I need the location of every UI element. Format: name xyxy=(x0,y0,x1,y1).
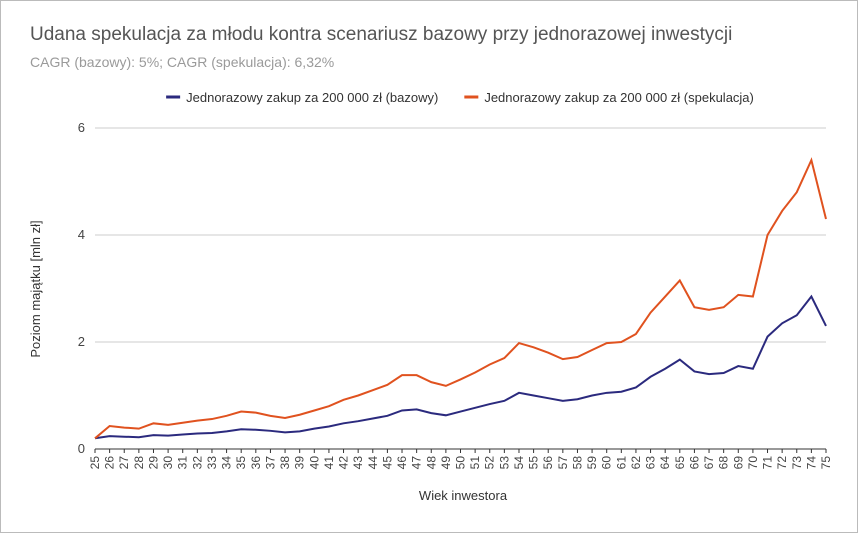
x-tick-label: 70 xyxy=(746,456,760,470)
x-tick-label: 36 xyxy=(249,456,263,470)
x-tick-label: 71 xyxy=(761,456,775,470)
x-tick-label: 35 xyxy=(234,456,248,470)
x-tick-label: 75 xyxy=(819,456,833,470)
x-tick-label: 68 xyxy=(717,456,731,470)
chart-title: Udana spekulacja za młodu kontra scenari… xyxy=(30,24,732,45)
x-tick-label: 43 xyxy=(351,456,365,470)
x-tick-label: 74 xyxy=(804,456,818,470)
x-tick-label: 47 xyxy=(410,456,424,470)
x-tick-label: 55 xyxy=(527,456,541,470)
legend-label: Jednorazowy zakup za 200 000 zł (spekula… xyxy=(484,90,754,105)
x-tick-label: 32 xyxy=(190,456,204,470)
x-tick-label: 61 xyxy=(614,456,628,470)
x-tick-label: 54 xyxy=(512,456,526,470)
y-tick-label: 6 xyxy=(78,120,85,135)
x-tick-label: 53 xyxy=(497,456,511,470)
x-tick-label: 48 xyxy=(424,456,438,470)
x-tick-label: 73 xyxy=(790,456,804,470)
series-line xyxy=(94,157,827,440)
y-tick-label: 2 xyxy=(78,334,85,349)
legend-label: Jednorazowy zakup za 200 000 zł (bazowy) xyxy=(186,90,438,105)
x-tick-label: 25 xyxy=(88,456,102,470)
x-tick-label: 33 xyxy=(205,456,219,470)
x-tick-label: 49 xyxy=(439,456,453,470)
x-tick-label: 46 xyxy=(395,456,409,470)
x-tick-label: 57 xyxy=(556,456,570,470)
x-tick-label: 64 xyxy=(658,456,672,470)
series-line xyxy=(94,294,827,440)
x-axis-title: Wiek inwestora xyxy=(419,488,508,503)
x-tick-label: 62 xyxy=(629,456,643,470)
x-tick-label: 58 xyxy=(570,456,584,470)
x-tick-label: 27 xyxy=(117,456,131,470)
x-tick-label: 44 xyxy=(366,456,380,470)
x-tick-label: 50 xyxy=(454,456,468,470)
x-tick-label: 31 xyxy=(176,456,190,470)
x-tick-label: 30 xyxy=(161,456,175,470)
x-tick-label: 37 xyxy=(263,456,277,470)
x-tick-label: 41 xyxy=(322,456,336,470)
x-tick-label: 60 xyxy=(600,456,614,470)
x-tick-label: 51 xyxy=(468,456,482,470)
x-tick-label: 66 xyxy=(687,456,701,470)
x-tick-label: 28 xyxy=(132,456,146,470)
y-tick-label: 4 xyxy=(78,227,85,242)
x-tick-label: 40 xyxy=(307,456,321,470)
x-tick-label: 39 xyxy=(293,456,307,470)
x-tick-label: 56 xyxy=(541,456,555,470)
x-tick-label: 26 xyxy=(103,456,117,470)
y-axis-title: Poziom majątku [mln zł] xyxy=(28,220,43,357)
x-tick-label: 38 xyxy=(278,456,292,470)
chart-subtitle: CAGR (bazowy): 5%; CAGR (spekulacja): 6,… xyxy=(30,54,334,70)
x-tick-label: 42 xyxy=(337,456,351,470)
x-tick-label: 67 xyxy=(702,456,716,470)
x-tick-label: 45 xyxy=(380,456,394,470)
x-tick-label: 34 xyxy=(220,456,234,470)
x-tick-label: 63 xyxy=(644,456,658,470)
x-tick-label: 65 xyxy=(673,456,687,470)
x-tick-label: 52 xyxy=(483,456,497,470)
x-tick-label: 69 xyxy=(731,456,745,470)
x-tick-label: 29 xyxy=(146,456,160,470)
y-tick-label: 0 xyxy=(78,441,85,456)
x-tick-label: 72 xyxy=(775,456,789,470)
x-tick-label: 59 xyxy=(585,456,599,470)
